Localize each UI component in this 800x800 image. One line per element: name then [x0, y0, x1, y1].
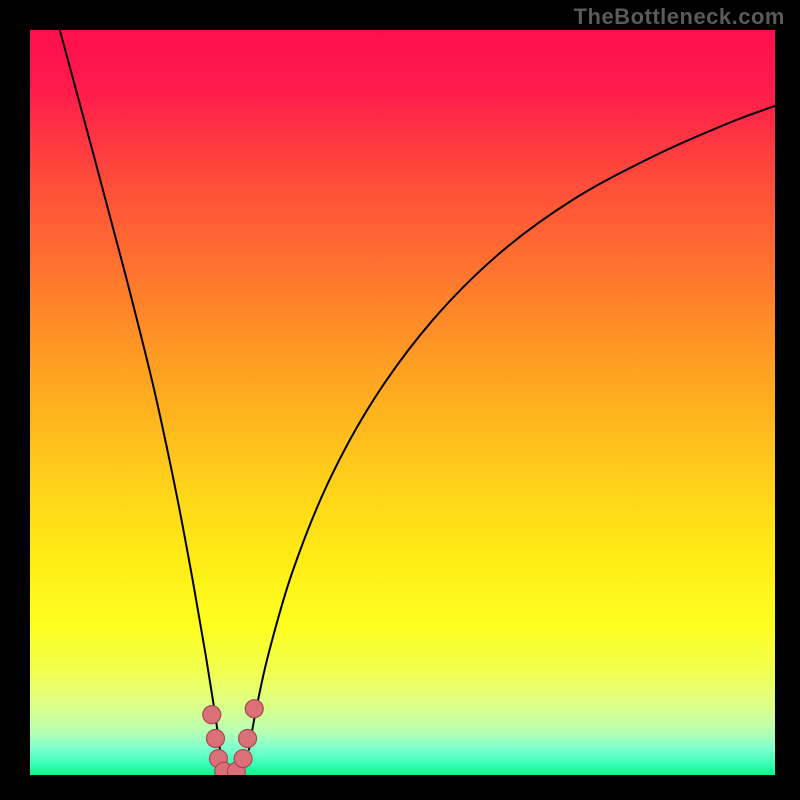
- data-marker: [203, 706, 221, 724]
- chart-frame: [0, 0, 30, 800]
- chart-frame: [775, 0, 800, 800]
- data-marker: [245, 700, 263, 718]
- plot-background: [30, 30, 775, 775]
- data-marker: [239, 729, 257, 747]
- bottleneck-chart: [0, 0, 800, 800]
- chart-stage: TheBottleneck.com: [0, 0, 800, 800]
- data-marker: [234, 750, 252, 768]
- data-marker: [207, 729, 225, 747]
- chart-frame: [0, 775, 800, 800]
- watermark-text: TheBottleneck.com: [574, 4, 785, 30]
